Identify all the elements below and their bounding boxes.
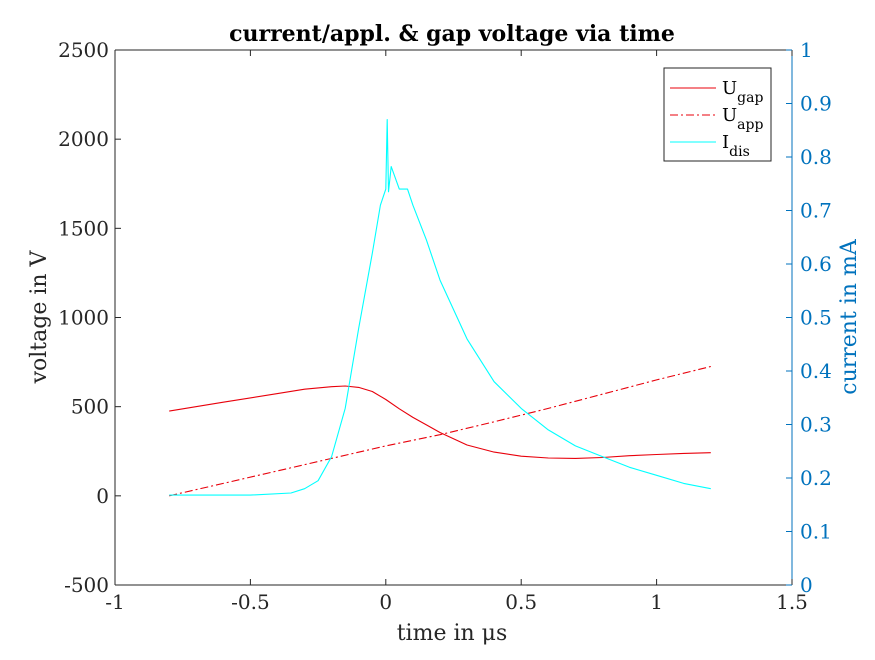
y-right-tick-label: 0.8 [800,145,832,169]
y-right-tick-label: 0.4 [800,359,832,383]
series-line-I-dis [169,119,711,496]
x-tick-label: -1 [105,590,124,614]
series-line-U-gap [169,385,711,459]
y-right-tick-label: 0.7 [800,199,832,223]
x-axis-label: time in μs [397,621,508,646]
y-right-tick-label: 0.5 [800,306,832,330]
y-right-tick-label: 0.2 [800,466,832,490]
y-left-tick-label: 2500 [58,38,109,62]
chart-title: current/appl. & gap voltage via time [229,21,675,47]
legend-box [663,67,772,162]
y-right-tick-label: 0.9 [800,92,832,116]
y-right-tick-label: 0.3 [800,413,832,437]
y-right-tick-label: 1 [800,38,813,62]
y-right-tick-label: 0.1 [800,520,832,544]
y-right-tick-label: 0.6 [800,252,832,276]
x-tick-label: 1 [650,590,663,614]
y-left-tick-label: 0 [96,484,109,508]
x-tick-label: -0.5 [231,590,270,614]
axes: -1 -0.5 0 0.5 1 1.5 -500 0 500 1000 1500 2000 2500 0 0… [58,38,832,614]
y-right-tick-label: 0 [800,573,813,597]
y-left-tick-label: 1000 [58,306,109,330]
x-tick-label: 0 [379,590,392,614]
y-left-tick-label: 1500 [58,216,109,240]
y-axis-right-label: current in mA [837,238,862,395]
x-tick-label: 1.5 [776,590,808,614]
y-left-tick-label: 2000 [58,127,109,151]
series-line-U-app [169,365,711,497]
y-left-tick-label: -500 [64,573,109,597]
y-axis-left-label: voltage in V [27,249,52,384]
x-tick-label: 0.5 [505,590,537,614]
plot-lines [169,119,711,497]
y-left-tick-label: 500 [71,395,109,419]
